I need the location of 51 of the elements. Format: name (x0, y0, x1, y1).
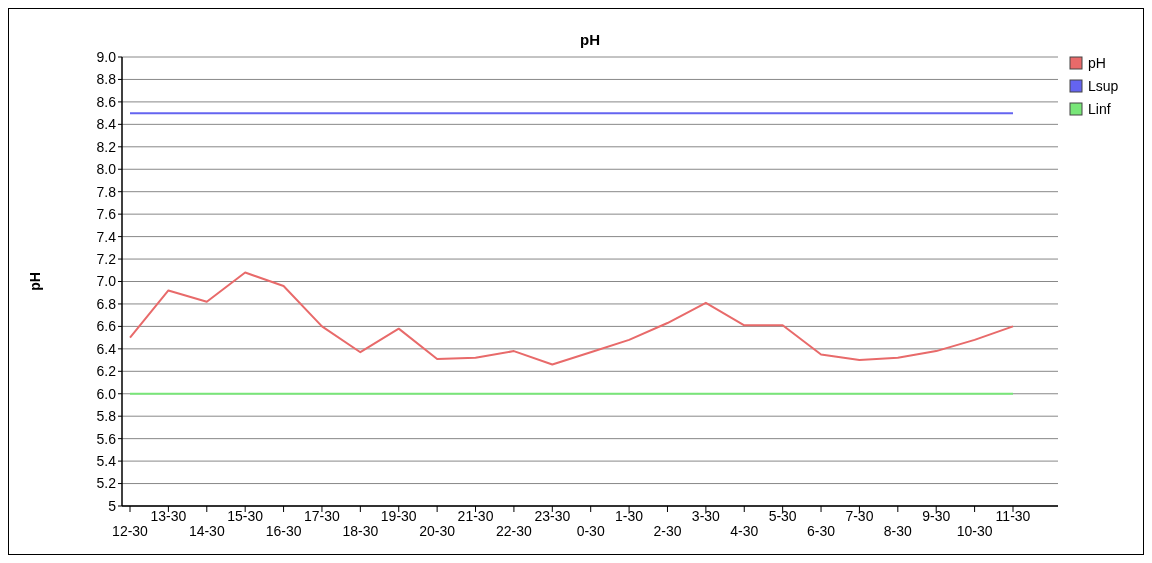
x-tick-label: 21-30 (457, 508, 494, 524)
x-tick-label: 3-30 (691, 508, 721, 524)
x-tick-label: 15-30 (227, 508, 264, 524)
x-tick-label: 17-30 (304, 508, 341, 524)
y-tick-label: 9.0 (96, 48, 117, 65)
x-tick-label: 13-30 (150, 508, 187, 524)
x-tick-label: 6-30 (807, 523, 836, 539)
chart-title: pH (580, 31, 600, 48)
line-series (129, 271, 1014, 366)
y-tick-label: 6.0 (96, 385, 117, 402)
legend-label: pH (1088, 54, 1106, 71)
x-tick-label: 23-30 (534, 508, 571, 524)
y-tick-label: 8.0 (96, 161, 117, 178)
x-tick-label: 9-30 (922, 508, 951, 524)
x-tick-label: 4-30 (730, 523, 759, 539)
y-tick-label: 7.2 (96, 250, 117, 267)
x-tick-label: 18-30 (342, 523, 379, 539)
y-tick-label: 7.8 (96, 183, 117, 200)
x-tick-label: 7-30 (845, 508, 874, 524)
y-tick-label: 8.2 (96, 138, 117, 155)
x-tick-label: 11-30 (995, 508, 1031, 524)
x-tick-label: 10-30 (956, 523, 993, 539)
y-tick-label: 5.8 (96, 408, 117, 425)
y-tick-label: 5.6 (96, 430, 117, 447)
x-tick-label: 5-30 (768, 508, 797, 524)
x-tick-label: 2-30 (653, 523, 682, 539)
y-tick-label: 8.6 (96, 93, 117, 110)
y-tick-label: 6.6 (96, 318, 117, 335)
x-tick-label: 19-30 (380, 508, 417, 524)
y-tick-label: 6.4 (96, 340, 117, 357)
y-tick-label: 5.2 (96, 475, 117, 492)
x-tick-label: 16-30 (265, 523, 302, 539)
y-tick-label: 6.8 (96, 295, 117, 312)
x-tick-label: 12-30 (112, 523, 149, 539)
legend-label: Linf (1088, 100, 1111, 117)
y-tick-label: 7.6 (96, 206, 117, 223)
y-tick-label: 5 (108, 497, 117, 514)
legend-label: Lsup (1088, 77, 1119, 94)
x-tick-label: 22-30 (496, 523, 533, 539)
x-tick-label: 20-30 (419, 523, 456, 539)
y-axis-title: pH (27, 272, 43, 291)
y-tick-label: 7.4 (96, 228, 117, 245)
x-tick-label: 14-30 (188, 523, 225, 539)
y-tick-label: 8.4 (96, 116, 117, 133)
x-tick-label: 0-30 (576, 523, 605, 539)
x-tick-label: 1-30 (615, 508, 644, 524)
x-tick-label: 8-30 (883, 523, 913, 539)
y-tick-label: 6.2 (96, 363, 117, 380)
y-tick-label: 5.4 (96, 453, 117, 469)
y-tick-label: 8.8 (96, 71, 117, 88)
y-tick-label: 7.0 (96, 273, 117, 290)
